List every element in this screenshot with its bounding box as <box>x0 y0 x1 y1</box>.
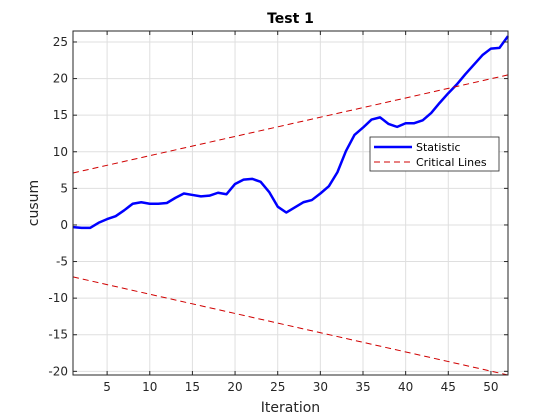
chart-title: Test 1 <box>267 11 314 27</box>
y-tick-label: 5 <box>60 181 68 195</box>
series-layer <box>72 35 510 376</box>
x-tick-label: 30 <box>313 380 328 394</box>
critical-line-lower <box>72 276 509 376</box>
legend-label-critical-lines: Critical Lines <box>416 156 487 169</box>
y-tick-label: 15 <box>53 108 68 122</box>
y-tick-label: 10 <box>53 145 68 159</box>
plot-frame <box>72 30 509 376</box>
legend-label-statistic: Statistic <box>416 141 461 154</box>
x-axis-label: Iteration <box>261 400 320 416</box>
statistic-line <box>72 35 510 230</box>
y-tick-label: -10 <box>48 291 68 305</box>
ticks: 5 10 15 20 25 30 35 40 45 50 -20 -15 -10 -5 0 5 10 15 20 25 <box>48 31 508 394</box>
y-tick-label: 25 <box>53 35 68 49</box>
legend: Statistic Critical Lines <box>369 136 500 172</box>
y-tick-label: -20 <box>48 364 68 378</box>
x-tick-label: 50 <box>483 380 498 394</box>
y-tick-label: -15 <box>48 328 68 342</box>
critical-line-upper <box>72 74 509 174</box>
x-tick-label: 45 <box>441 380 456 394</box>
legend-box <box>369 136 500 172</box>
y-tick-label: 0 <box>60 218 68 232</box>
x-tick-label: 15 <box>185 380 200 394</box>
x-tick-label: 25 <box>270 380 285 394</box>
x-tick-label: 5 <box>103 380 111 394</box>
x-tick-label: 10 <box>142 380 157 394</box>
x-tick-label: 35 <box>355 380 370 394</box>
x-tick-label: 20 <box>227 380 242 394</box>
x-tick-label: 40 <box>398 380 413 394</box>
y-tick-label: 20 <box>53 72 68 86</box>
y-tick-label: -5 <box>56 255 68 269</box>
y-axis-label: cusum <box>26 180 42 226</box>
